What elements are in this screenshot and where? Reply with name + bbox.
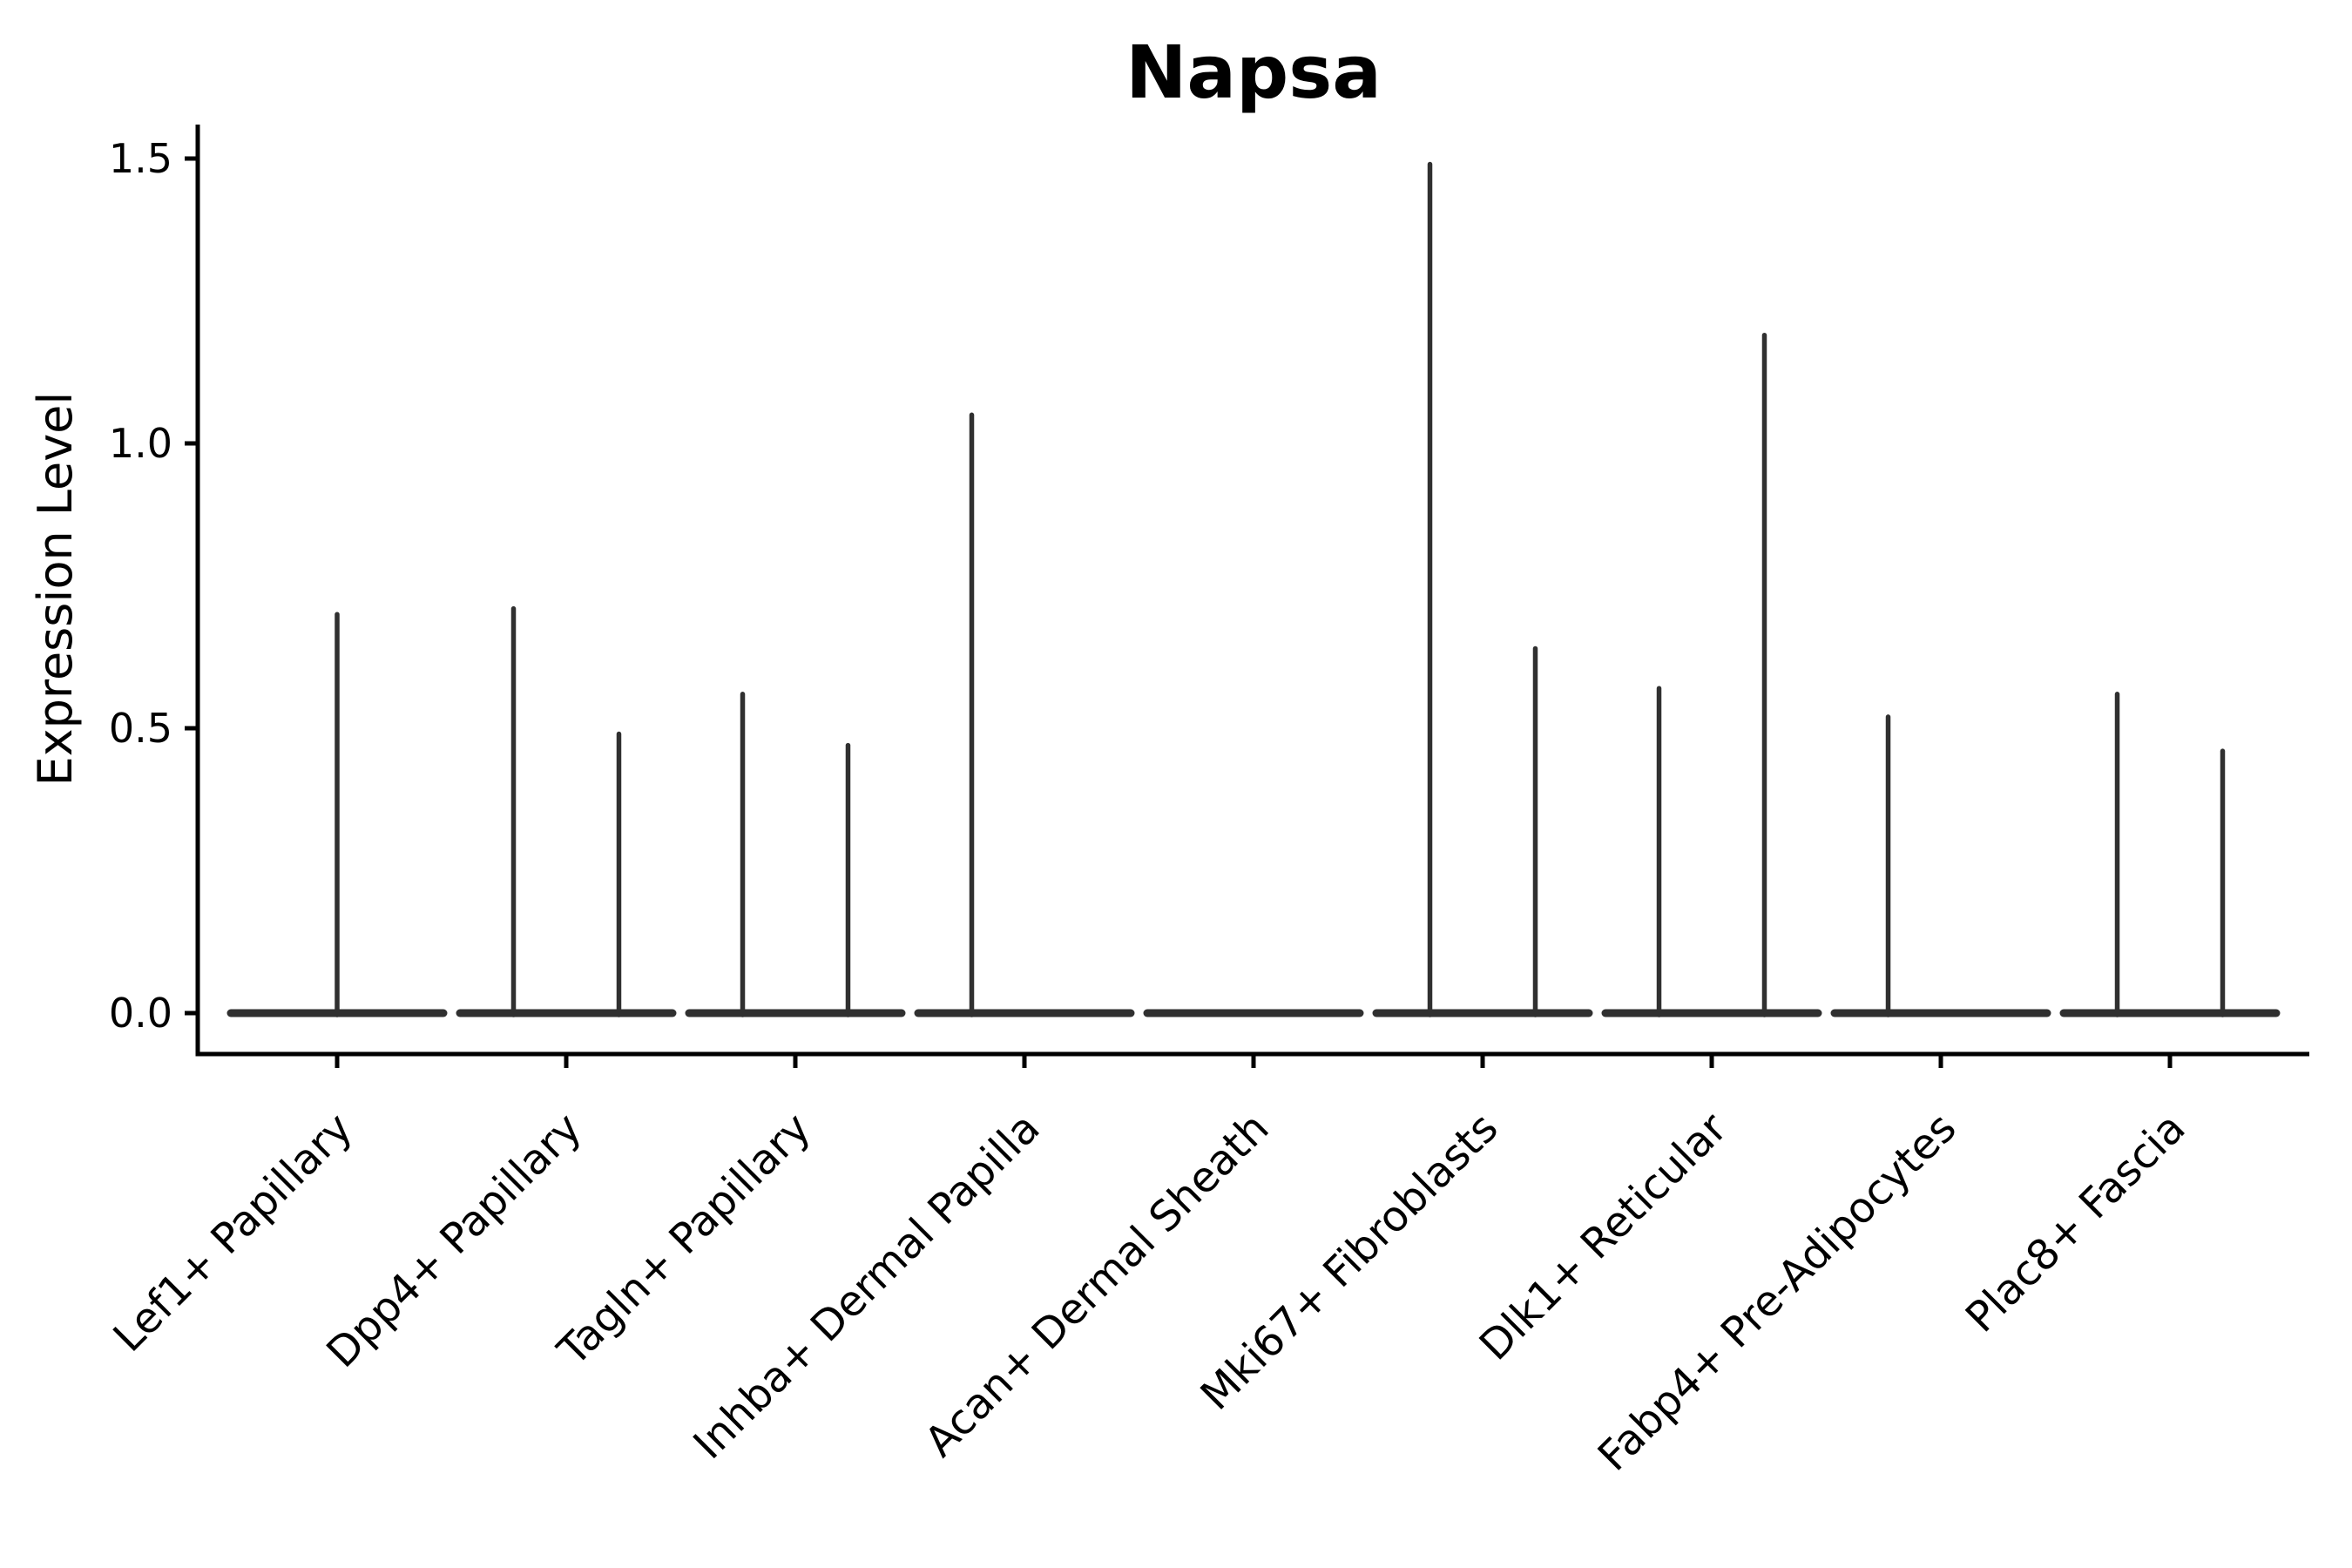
violin-group-8 [1830, 714, 2051, 1017]
violin-group-9 [2059, 692, 2281, 1017]
y-tick-label: 1.0 [109, 420, 172, 467]
y-axis-title: Expression Level [28, 392, 83, 787]
violins [226, 161, 2281, 1017]
x-axis-label-7: Dlk1+ Reticular [1470, 1104, 1737, 1370]
violin-group-1 [226, 612, 448, 1017]
y-tick-label: 0.0 [109, 990, 172, 1037]
x-axis-label-3: Tagln+ Papillary [548, 1104, 820, 1375]
violin-group-6 [1372, 161, 1593, 1017]
violin-group-2 [456, 605, 677, 1017]
violin-group-3 [685, 692, 906, 1017]
y-tick-label: 0.5 [109, 705, 172, 752]
x-axis-label-1: Lef1+ Papillary [105, 1104, 362, 1362]
y-tick-label: 1.5 [109, 135, 172, 182]
x-axis-label-9: Plac8+ Fascia [1957, 1104, 2195, 1342]
violin-group-4 [914, 412, 1135, 1017]
chart-title: Napsa [1125, 30, 1382, 115]
x-axis-label-2: Dpp4+ Papillary [317, 1104, 591, 1377]
violin-group-7 [1601, 332, 1822, 1017]
